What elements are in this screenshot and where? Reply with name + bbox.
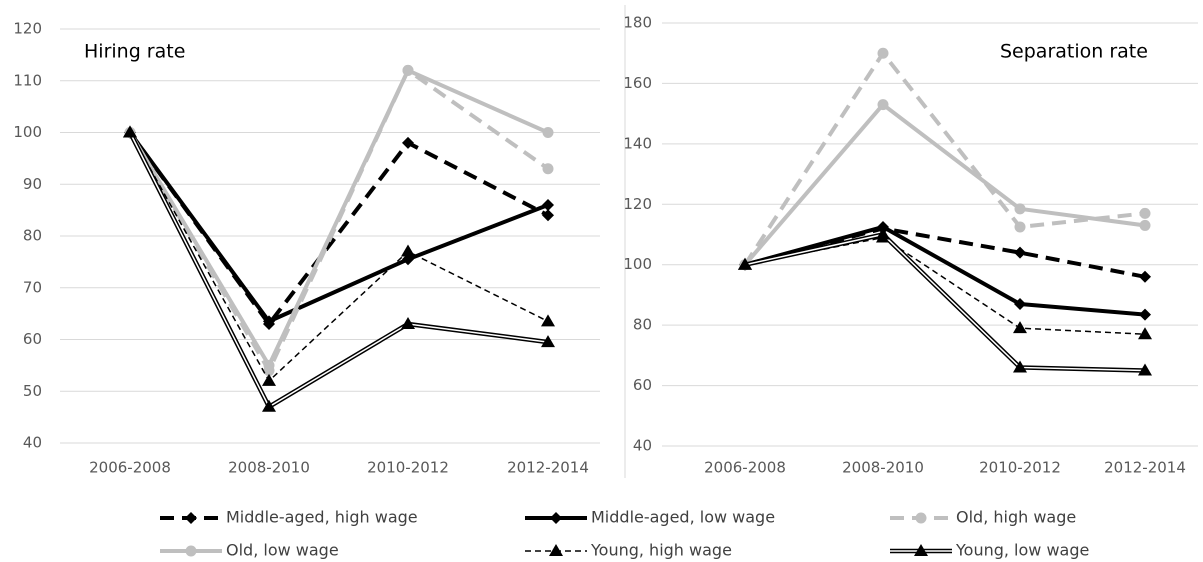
x-tick-label: 2008-2010 [842, 459, 924, 477]
line [128, 131, 549, 324]
marker [1013, 321, 1027, 334]
legend-marker [550, 512, 562, 524]
marker [738, 257, 752, 270]
line [743, 51, 1146, 266]
y-tick-label: 100 [13, 123, 42, 141]
legend-label: Old, low wage [226, 541, 339, 560]
marker [1139, 207, 1151, 219]
y-tick-label: 120 [623, 195, 652, 213]
y-tick-label: 140 [623, 134, 652, 152]
x-tick-label: 2010-2012 [979, 459, 1061, 477]
legend-marker [185, 545, 197, 557]
marker [877, 220, 889, 233]
marker [542, 127, 554, 138]
legend-label: Old, high wage [956, 508, 1076, 527]
chart-title: Hiring rate [84, 41, 185, 63]
x-tick-label: 2008-2010 [228, 459, 310, 477]
legend-marker [185, 512, 197, 524]
marker [262, 399, 276, 412]
x-tick-label: 2012-2014 [1104, 459, 1186, 477]
marker [1013, 360, 1027, 373]
marker [1139, 219, 1151, 231]
legend-marker [915, 512, 927, 524]
y-tick-label: 90 [23, 175, 42, 193]
y-tick-label: 70 [23, 278, 42, 296]
chart-title: Separation rate [1000, 41, 1148, 63]
x-tick-label: 2012-2014 [507, 459, 589, 477]
line [744, 224, 1146, 317]
line [743, 102, 1146, 267]
marker [1139, 270, 1151, 283]
marker [1139, 308, 1151, 321]
x-tick-label: 2010-2012 [367, 459, 449, 477]
marker [1138, 363, 1152, 376]
marker [542, 163, 554, 175]
marker [402, 64, 414, 76]
y-tick-label: 100 [623, 255, 652, 273]
marker [262, 373, 276, 386]
line-inner [129, 132, 549, 408]
marker [1138, 327, 1152, 340]
marker [1014, 246, 1026, 259]
marker [402, 136, 414, 149]
y-tick-label: 160 [623, 74, 652, 92]
marker [1014, 221, 1026, 233]
marker [401, 244, 415, 257]
x-tick-label: 2006-2008 [89, 459, 171, 477]
y-tick-label: 80 [23, 227, 42, 245]
legend-marker [914, 544, 928, 556]
legend-label: Young, low wage [955, 541, 1089, 560]
marker [877, 47, 889, 59]
marker [876, 227, 890, 240]
marker [541, 335, 555, 348]
line [129, 132, 549, 382]
marker [1014, 297, 1026, 310]
y-tick-label: 110 [13, 71, 42, 89]
legend-label: Middle-aged, low wage [591, 508, 775, 527]
marker [877, 99, 889, 111]
y-tick-label: 60 [23, 330, 42, 348]
y-tick-label: 60 [633, 376, 652, 394]
marker [541, 314, 555, 327]
x-tick-label: 2006-2008 [704, 459, 786, 477]
y-tick-label: 40 [23, 434, 42, 452]
marker [542, 198, 554, 211]
legend-label: Middle-aged, high wage [226, 508, 418, 527]
y-tick-label: 80 [633, 316, 652, 334]
y-tick-label: 120 [13, 20, 42, 38]
line-inner [744, 233, 1146, 372]
marker [542, 209, 554, 222]
legend-marker [549, 544, 563, 556]
marker [1014, 203, 1026, 215]
line [744, 232, 1146, 373]
line [128, 68, 549, 368]
y-tick-label: 180 [623, 14, 652, 32]
marker [263, 359, 275, 371]
marker [123, 125, 137, 138]
marker [263, 315, 275, 328]
y-tick-label: 50 [23, 382, 42, 400]
y-tick-label: 40 [633, 437, 652, 455]
legend-label: Young, high wage [590, 541, 732, 560]
marker [401, 316, 415, 329]
